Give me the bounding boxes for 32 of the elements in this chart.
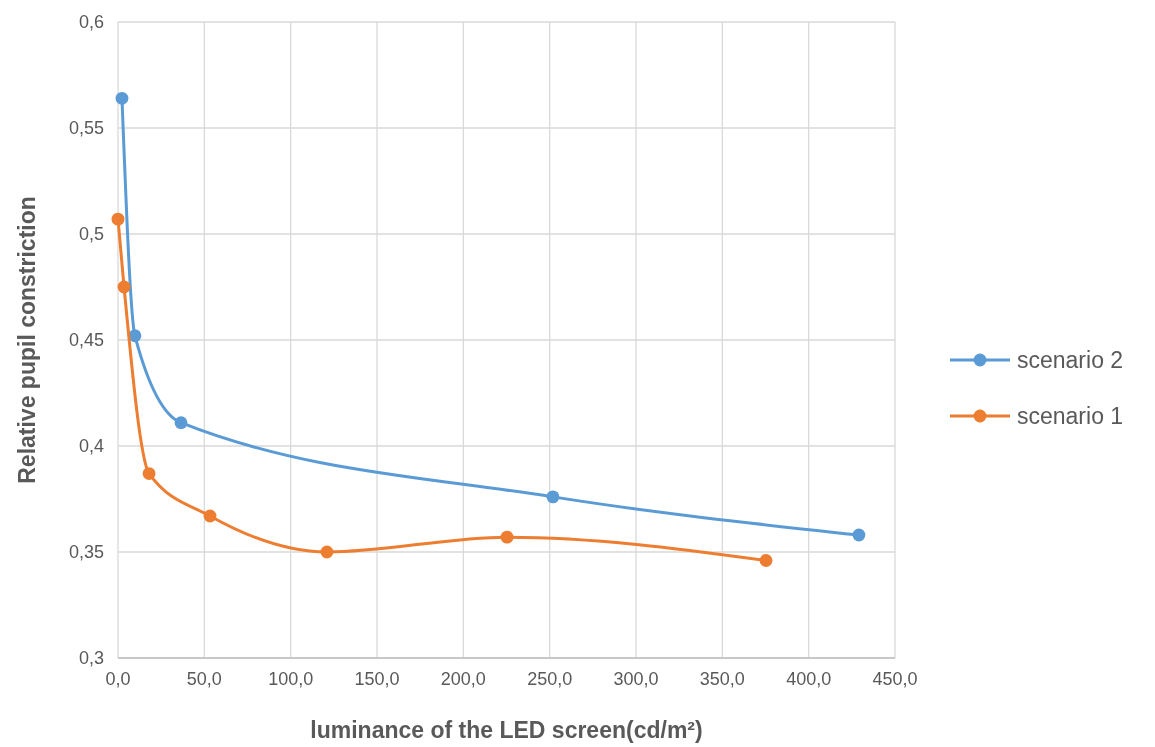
x-tick-label: 250,0	[527, 669, 573, 689]
point	[115, 91, 129, 105]
y-tick-label: 0,45	[68, 330, 104, 350]
point	[203, 509, 217, 523]
x-tick-label: 300,0	[613, 669, 659, 689]
y-tick-label: 0,6	[78, 12, 104, 32]
y-axis-title: Relative pupil constriction	[14, 196, 40, 484]
point	[320, 545, 334, 559]
point	[852, 528, 866, 542]
point	[546, 490, 560, 504]
x-axis-title: luminance of the LED screen(cd/m²)	[310, 717, 703, 743]
legend-label: scenario 1	[1017, 403, 1124, 429]
point	[117, 280, 131, 294]
y-tick-label: 0,35	[68, 542, 104, 562]
x-tick-label: 450,0	[872, 669, 918, 689]
x-tick-label: 400,0	[786, 669, 832, 689]
y-tick-label: 0,4	[78, 436, 104, 456]
point	[500, 530, 514, 544]
x-tick-label: 350,0	[699, 669, 745, 689]
x-tick-label: 50,0	[186, 669, 222, 689]
point	[174, 416, 188, 430]
y-tick-label: 0,55	[68, 118, 104, 138]
y-tick-label: 0,5	[78, 224, 104, 244]
point	[142, 467, 156, 480]
point	[759, 554, 773, 567]
x-tick-label: 150,0	[354, 669, 400, 689]
point	[111, 212, 125, 226]
x-tick-label: 0,0	[105, 669, 131, 689]
legend-label: scenario 2	[1017, 347, 1124, 373]
y-tick-label: 0,3	[78, 648, 104, 668]
x-tick-label: 100,0	[268, 669, 314, 689]
x-tick-label: 200,0	[440, 669, 486, 689]
